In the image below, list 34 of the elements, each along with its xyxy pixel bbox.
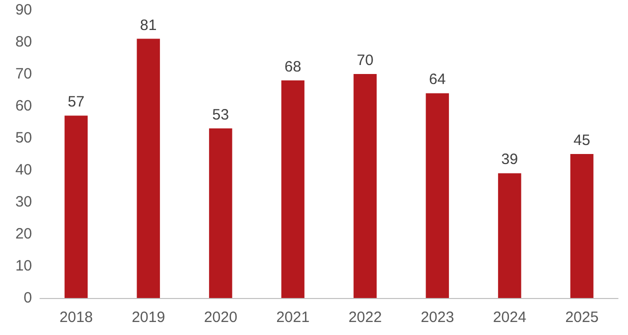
bar	[426, 93, 449, 298]
bar	[64, 116, 88, 298]
y-tick-label: 70	[15, 66, 32, 82]
y-tick-label: 10	[15, 258, 32, 274]
x-tick-label: 2018	[59, 309, 93, 326]
data-label: 39	[501, 151, 518, 168]
data-label: 57	[68, 94, 84, 111]
y-tick-label: 60	[15, 98, 32, 114]
data-label: 53	[212, 106, 229, 124]
bar	[209, 128, 232, 298]
bar	[354, 74, 377, 298]
y-tick-label: 20	[15, 226, 32, 242]
x-tick-label: 2019	[132, 309, 166, 326]
x-tick-label: 2023	[420, 309, 454, 326]
x-tick-label: 2024	[492, 309, 526, 326]
bar	[498, 173, 522, 298]
x-tick-label: 2021	[276, 309, 310, 326]
x-tick-label: 2022	[348, 309, 382, 326]
bar	[136, 38, 160, 298]
data-label: 64	[429, 71, 446, 88]
y-tick-label: 50	[15, 130, 32, 146]
x-tick-label: 2020	[204, 309, 238, 326]
data-label: 70	[356, 52, 374, 69]
bar	[570, 154, 594, 298]
data-label: 81	[140, 16, 157, 34]
bar	[281, 80, 304, 298]
y-tick-label: 90	[15, 2, 32, 18]
y-tick-label: 0	[24, 290, 32, 306]
y-tick-label: 80	[15, 34, 32, 50]
data-label: 45	[574, 132, 590, 149]
data-label: 68	[284, 58, 302, 76]
x-tick-label: 2025	[565, 309, 599, 326]
y-tick-label: 30	[15, 194, 32, 210]
y-tick-label: 40	[15, 162, 32, 178]
